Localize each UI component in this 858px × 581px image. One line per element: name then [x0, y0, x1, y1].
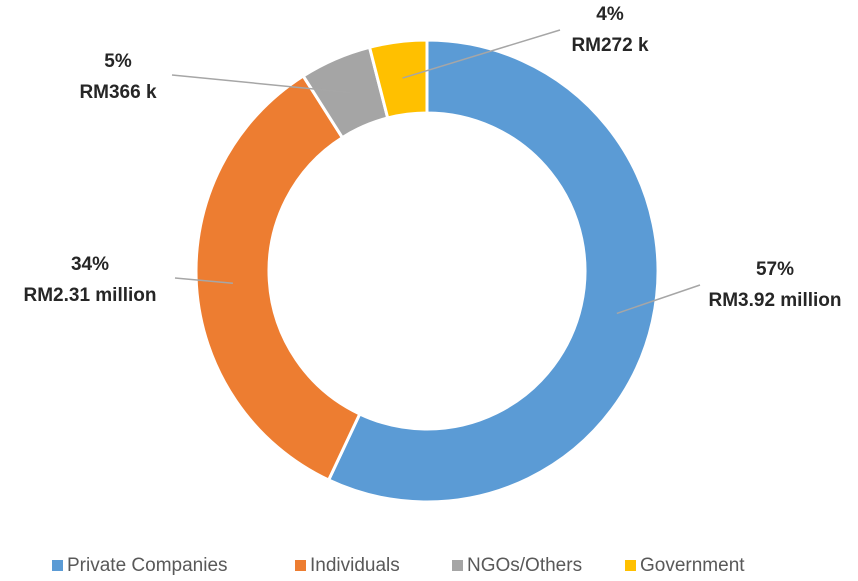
- legend-label: Private Companies: [67, 555, 228, 576]
- legend-swatch: [625, 560, 636, 571]
- data-label: 34%: [71, 254, 109, 275]
- leader-line: [616, 284, 701, 315]
- amount-label: RM272 k: [571, 35, 649, 56]
- leader-line: [171, 74, 350, 94]
- donut-segment: [326, 38, 660, 504]
- leader-line: [174, 277, 233, 284]
- legend-swatch: [52, 560, 63, 571]
- donut-segment: [367, 38, 429, 120]
- legend-label: Government: [640, 555, 745, 576]
- legend-label: Individuals: [310, 555, 400, 576]
- legend-swatch: [452, 560, 463, 571]
- donut-segment: [194, 73, 362, 483]
- amount-label: RM2.31 million: [23, 285, 156, 306]
- legend-label: NGOs/Others: [467, 555, 582, 576]
- data-label: 5%: [104, 51, 132, 72]
- data-label: 57%: [756, 259, 794, 280]
- leader-line: [402, 29, 561, 79]
- data-label: 4%: [596, 4, 624, 25]
- amount-label: RM3.92 million: [708, 290, 841, 311]
- amount-label: RM366 k: [79, 82, 157, 103]
- legend-swatch: [295, 560, 306, 571]
